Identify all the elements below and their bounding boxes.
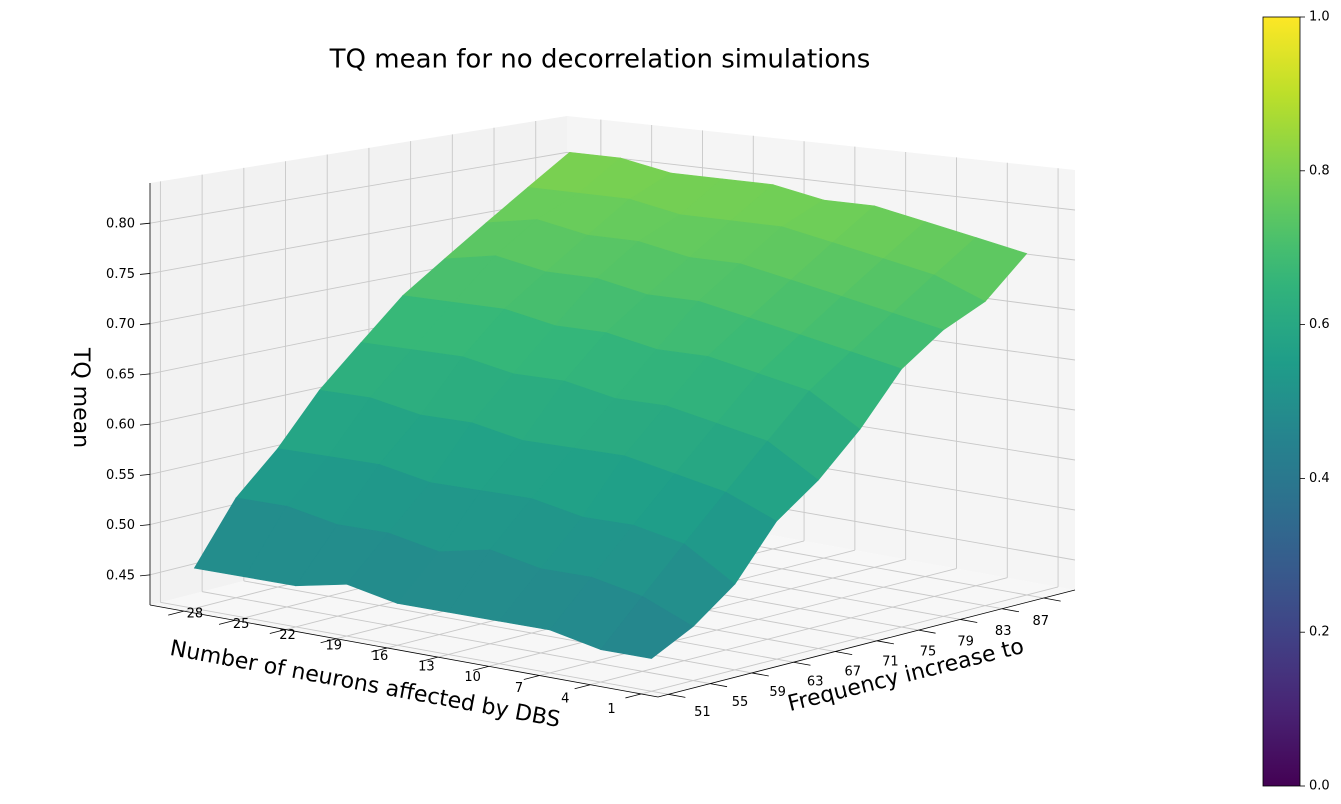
- tick-mark: [139, 373, 151, 376]
- y-tick-label: 63: [807, 675, 824, 690]
- tick-mark: [876, 640, 894, 645]
- grid-line: [202, 591, 711, 685]
- chart-title: TQ mean for no decorrelation simulations: [329, 45, 871, 75]
- y-tick-label: 67: [845, 665, 862, 680]
- z-tick-label: 0.55: [106, 468, 135, 483]
- tick-mark: [472, 665, 489, 671]
- z-tick-label: 0.70: [106, 317, 135, 332]
- colorbar-tick-label: 0.4: [1309, 471, 1330, 486]
- tick-mark: [668, 693, 686, 698]
- colorbar-tick-label: 1.0: [1309, 10, 1330, 25]
- x-tick-label: 7: [515, 681, 523, 696]
- tick-mark: [710, 683, 728, 688]
- z-tick-label: 0.60: [106, 418, 135, 433]
- tick-mark: [139, 473, 151, 476]
- surface-cell: [600, 595, 694, 659]
- y-tick-label: 75: [920, 644, 937, 659]
- z-tick-label: 0.75: [106, 267, 135, 282]
- tick-mark: [139, 524, 151, 527]
- tick-mark: [320, 638, 337, 644]
- tick-mark: [139, 323, 151, 326]
- grid-line: [640, 586, 1059, 695]
- surface: [193, 151, 1028, 659]
- x-tick-label: 19: [325, 638, 342, 653]
- tick-mark: [139, 574, 151, 577]
- y-tick-label: 79: [957, 634, 974, 649]
- tick-mark: [139, 222, 151, 225]
- z-tick-label: 0.45: [106, 568, 135, 583]
- axes: [139, 183, 1076, 699]
- tick-mark: [523, 675, 540, 680]
- z-tick-label: 0.80: [106, 217, 135, 232]
- x-tick-label: 4: [561, 691, 569, 706]
- x-tick-label: 10: [464, 670, 481, 685]
- grid-line: [160, 601, 669, 695]
- y-tick-label: 83: [995, 624, 1012, 639]
- y-tick-label: 55: [732, 695, 749, 710]
- grid-line: [566, 151, 1076, 211]
- grid-line: [539, 568, 957, 676]
- z-tick-label: 0.50: [106, 518, 135, 533]
- colorbar-tick-label: 0.6: [1309, 317, 1330, 332]
- x-tick-label: 1: [607, 702, 615, 717]
- y-tick-label: 71: [882, 654, 899, 669]
- tick-mark: [1001, 608, 1020, 613]
- y-tick-label: 59: [769, 685, 786, 700]
- colorbar-tick-label: 0.2: [1309, 625, 1330, 640]
- tick-mark: [422, 656, 438, 662]
- tick-mark: [218, 619, 235, 625]
- colorbar: [1262, 16, 1301, 787]
- tick-mark: [1043, 597, 1061, 602]
- z-tick-label: 0.65: [106, 367, 135, 382]
- tick-mark: [168, 610, 184, 616]
- colorbar-tick-label: 0.8: [1309, 163, 1330, 178]
- colorbar-tick-label: 0.0: [1309, 779, 1330, 794]
- tick-mark: [918, 629, 936, 634]
- tick-mark: [960, 619, 978, 623]
- y-tick-label: 87: [1033, 614, 1050, 629]
- tick-mark: [574, 684, 591, 690]
- tick-mark: [269, 629, 286, 634]
- z-axis-label: TQ mean: [68, 347, 93, 448]
- tick-mark: [371, 647, 388, 653]
- tick-mark: [793, 661, 811, 666]
- y-tick-label: 51: [694, 705, 711, 720]
- x-tick-label: 28: [187, 607, 204, 622]
- grid-line: [149, 151, 568, 224]
- x-tick-label: 16: [372, 649, 389, 664]
- tick-mark: [835, 651, 853, 655]
- x-tick-label: 25: [233, 617, 250, 632]
- x-axis-line: [149, 604, 659, 698]
- grid-line: [149, 197, 568, 274]
- tick-mark: [751, 672, 769, 677]
- tick-mark: [625, 693, 642, 699]
- grid-line: [590, 577, 1008, 686]
- tick-mark: [139, 273, 151, 275]
- y-axis-line: [657, 589, 1076, 698]
- x-tick-label: 22: [279, 628, 296, 643]
- x-tick-label: 13: [418, 660, 435, 675]
- grid-line: [243, 580, 752, 674]
- tick-mark: [139, 423, 151, 426]
